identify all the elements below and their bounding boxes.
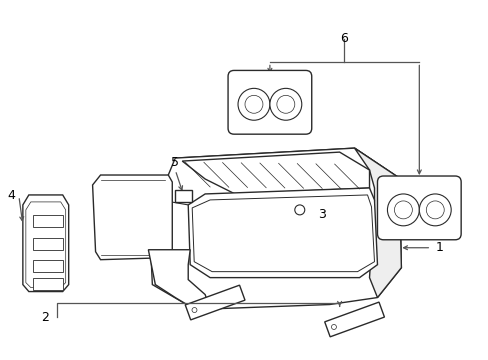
Polygon shape — [192, 195, 374, 272]
Bar — [33, 215, 62, 227]
Circle shape — [331, 324, 336, 329]
Polygon shape — [148, 250, 210, 310]
Text: 4: 4 — [7, 189, 15, 202]
Circle shape — [394, 201, 411, 219]
Text: 5: 5 — [171, 156, 179, 168]
Bar — [33, 260, 62, 272]
Text: 3: 3 — [317, 208, 325, 221]
Text: 2: 2 — [41, 311, 49, 324]
Circle shape — [386, 194, 419, 226]
Polygon shape — [26, 202, 65, 288]
Polygon shape — [324, 302, 384, 337]
Circle shape — [238, 88, 269, 120]
FancyBboxPatch shape — [227, 71, 311, 134]
Circle shape — [269, 88, 301, 120]
FancyBboxPatch shape — [377, 176, 460, 240]
Polygon shape — [185, 285, 244, 320]
Circle shape — [244, 95, 263, 113]
Circle shape — [192, 307, 197, 312]
Circle shape — [419, 194, 450, 226]
Polygon shape — [92, 175, 172, 260]
Bar — [33, 238, 62, 250]
Circle shape — [276, 95, 294, 113]
Polygon shape — [182, 152, 369, 194]
Polygon shape — [175, 190, 192, 202]
Text: 6: 6 — [339, 32, 347, 45]
Polygon shape — [354, 148, 401, 298]
Polygon shape — [188, 188, 377, 278]
Text: 1: 1 — [434, 241, 442, 254]
Bar — [33, 278, 62, 289]
Circle shape — [294, 205, 304, 215]
Polygon shape — [175, 148, 394, 185]
Polygon shape — [148, 148, 401, 310]
Circle shape — [426, 201, 443, 219]
Polygon shape — [23, 195, 68, 292]
